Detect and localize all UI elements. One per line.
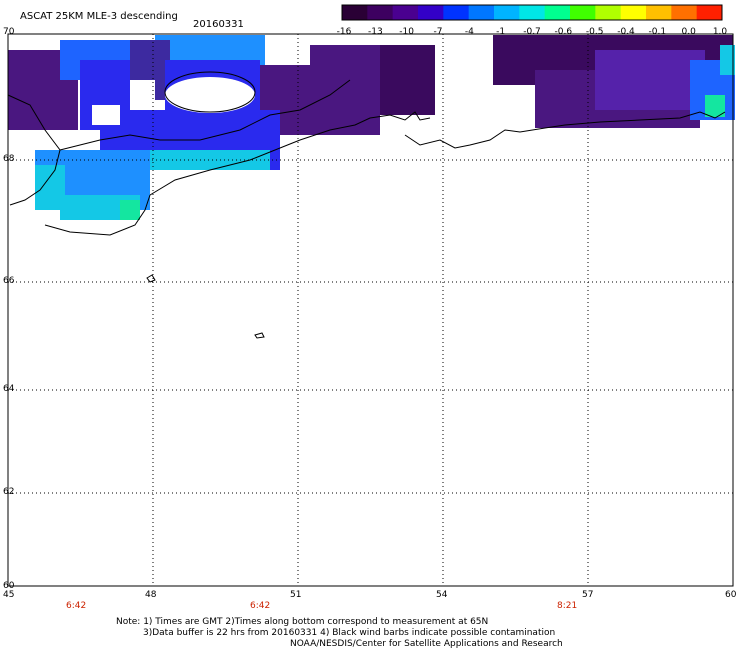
time-label: 6:42 <box>250 601 271 611</box>
lon-label: 57 <box>582 590 594 600</box>
swath-cell <box>35 165 65 210</box>
swath-cell <box>310 45 380 135</box>
swath-cell <box>150 150 270 170</box>
colorbar-label: -0.6 <box>554 27 573 37</box>
colorbar-label: -7 <box>433 27 443 37</box>
colorbar-label: -0.7 <box>523 27 541 37</box>
swath-cell <box>720 45 735 75</box>
lat-label: 62 <box>3 487 15 497</box>
swath-gap <box>165 77 255 113</box>
colorbar-swatch <box>468 5 495 20</box>
island <box>254 332 265 339</box>
swath-gap <box>130 80 155 100</box>
plot-frame <box>7 33 734 587</box>
colorbar <box>341 4 723 21</box>
lon-label: 51 <box>290 590 302 600</box>
island <box>146 274 156 283</box>
colorbar-swatch <box>418 5 444 20</box>
lat-label: 68 <box>3 154 15 164</box>
colorbar-swatch <box>620 5 647 20</box>
colorbar-swatch <box>494 5 520 20</box>
credit-line: NOAA/NESDIS/Center for Satellite Applica… <box>290 639 563 649</box>
colorbar-swatch <box>671 5 698 20</box>
colorbar-swatch <box>519 5 546 20</box>
coastline-kanin <box>404 111 726 149</box>
colorbar-label: -0.1 <box>648 27 667 37</box>
lat-label: 70 <box>3 27 15 37</box>
colorbar-swatch <box>392 5 419 20</box>
coastline-kola <box>7 79 351 236</box>
coastline-white-sea <box>164 71 256 113</box>
lon-label: 54 <box>436 590 448 600</box>
time-label: 8:21 <box>557 601 578 611</box>
lat-label: 60 <box>3 581 15 591</box>
colorbar-label: -16 <box>336 27 352 37</box>
coastline-mainland <box>149 111 431 196</box>
note-line-2: 3)Data buffer is 22 hrs from 20160331 4)… <box>143 628 556 638</box>
swath-cell <box>595 50 705 110</box>
lon-label: 60 <box>725 590 737 600</box>
colorbar-label: 1.0 <box>712 27 728 37</box>
colorbar-label: -10 <box>399 27 414 37</box>
swath-cell <box>705 95 725 117</box>
swath-cell <box>120 200 140 220</box>
lon-label: 45 <box>3 590 15 600</box>
lon-label: 48 <box>145 590 157 600</box>
colorbar-swatch <box>342 5 368 20</box>
colorbar-frame <box>341 4 723 21</box>
colorbar-swatch <box>646 5 672 20</box>
colorbar-swatch <box>544 5 571 20</box>
colorbar-swatch <box>443 5 470 20</box>
colorbar-label: 0.0 <box>681 27 696 37</box>
lat-label: 64 <box>3 384 15 394</box>
colorbar-swatch <box>570 5 596 20</box>
lat-label: 66 <box>3 276 15 286</box>
time-label: 6:42 <box>66 601 87 611</box>
colorbar-label: -4 <box>464 27 474 37</box>
colorbar-label: -1 <box>496 27 506 37</box>
colorbar-label: -0.5 <box>585 27 604 37</box>
colorbar-label: -0.4 <box>617 27 635 37</box>
colorbar-swatch <box>595 5 622 20</box>
colorbar-label: -13 <box>367 27 383 37</box>
swath-layer <box>8 35 735 220</box>
colorbar-swatch <box>696 5 723 20</box>
coastline-layer <box>7 71 726 339</box>
map-title: ASCAT 25KM MLE-3 descending <box>20 11 178 22</box>
swath-cell <box>380 45 435 115</box>
colorbar-swatch <box>367 5 394 20</box>
note-line-1: Note: 1) Times are GMT 2)Times along bot… <box>116 617 489 627</box>
map-date: 20160331 <box>193 19 244 30</box>
swath-gap <box>92 105 120 125</box>
